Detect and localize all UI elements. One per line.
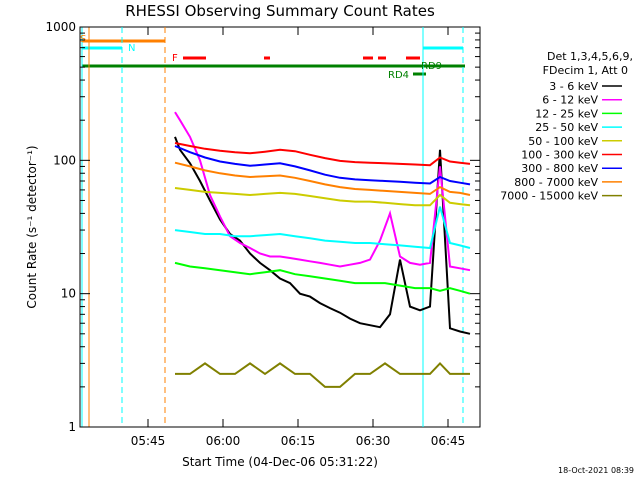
x-tick-label-1: 06:00 <box>206 434 241 448</box>
y-axis-label: Count Rate (s⁻¹ detector⁻¹) <box>25 145 39 308</box>
flag-layer: S N F RD9 RD4 <box>80 27 465 427</box>
legend-header-2: FDecim 1, Att 0 <box>543 64 628 77</box>
x-tick-label-2: 06:15 <box>281 434 316 448</box>
legend-label-6-12-kev: 6 - 12 keV <box>542 94 598 107</box>
flag-label-f: F <box>172 53 178 64</box>
axis-ticks: 05:45 06:00 06:15 06:30 06:45 1 10 100 1000 <box>45 20 480 448</box>
legend-label-300-800-kev: 300 - 800 keV <box>521 162 598 175</box>
x-tick-label-0: 05:45 <box>131 434 166 448</box>
x-axis-label: Start Time (04-Dec-06 05:31:22) <box>182 455 378 469</box>
legend-label-7000-15000-kev: 7000 - 15000 keV <box>500 190 598 203</box>
series-layer <box>174 111 471 388</box>
legend-label-25-50-kev: 25 - 50 keV <box>535 121 598 134</box>
series-line-3-6-kev <box>174 136 471 335</box>
series-line-800-7000-kev <box>174 161 471 196</box>
flag-label-rd9: RD9 <box>421 61 442 72</box>
timestamp: 18-Oct-2021 08:39 <box>558 466 634 475</box>
legend-label-50-100-kev: 50 - 100 keV <box>528 135 598 148</box>
x-tick-label-3: 06:30 <box>356 434 391 448</box>
y-tick-label-3: 1000 <box>45 20 76 34</box>
legend-header-1: Det 1,3,4,5,6,9, <box>547 50 633 63</box>
series-line-300-800-kev <box>174 145 471 186</box>
legend-label-3-6-kev: 3 - 6 keV <box>549 80 598 93</box>
series-line-25-50-kev <box>174 206 471 250</box>
series-line-6-12-kev <box>174 111 471 272</box>
legend-label-12-25-kev: 12 - 25 keV <box>535 107 598 120</box>
series-line-50-100-kev <box>174 187 471 207</box>
y-tick-label-2: 100 <box>53 153 76 167</box>
series-line-12-25-kev <box>174 261 471 295</box>
series-line-7000-15000-kev <box>175 361 470 388</box>
flag-label-n: N <box>128 43 135 54</box>
x-tick-label-4: 06:45 <box>431 434 466 448</box>
y-tick-label-1: 10 <box>61 287 76 301</box>
flag-label-rd4: RD4 <box>388 70 409 81</box>
plot-frame <box>79 26 481 428</box>
legend-label-100-300-kev: 100 - 300 keV <box>521 149 598 162</box>
y-tick-label-0: 1 <box>68 420 76 434</box>
series-line-100-300-kev <box>174 142 471 167</box>
chart-title: RHESSI Observing Summary Count Rates <box>125 2 435 20</box>
legend-label-800-7000-kev: 800 - 7000 keV <box>514 176 598 189</box>
